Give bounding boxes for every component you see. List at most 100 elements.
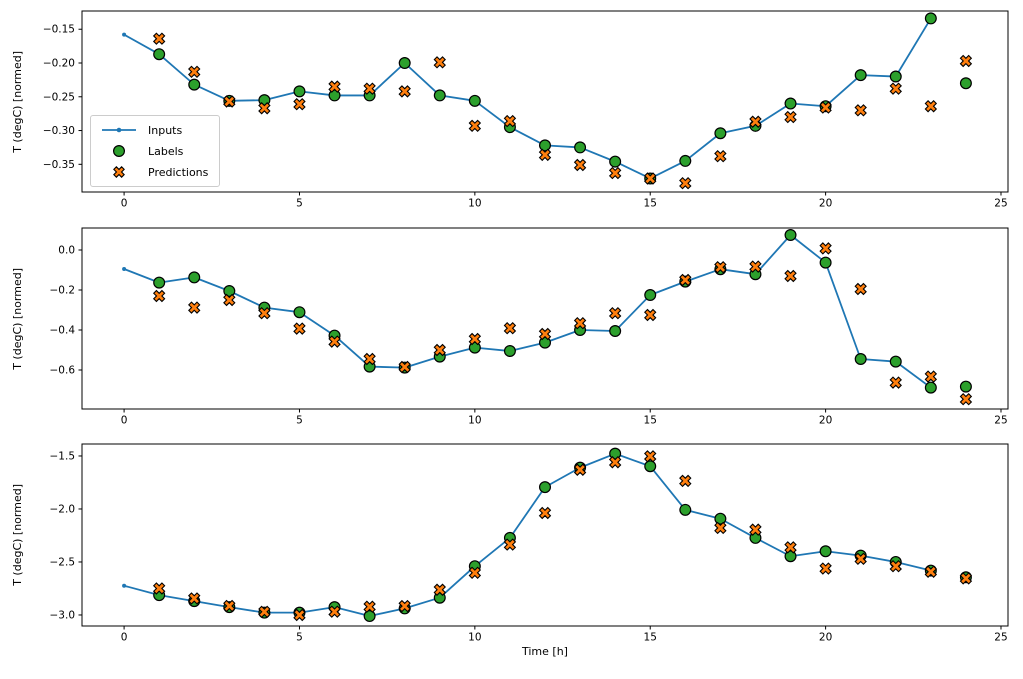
predictions-point bbox=[714, 149, 727, 163]
x-tick-label: 10 bbox=[468, 632, 481, 644]
line-dot-icon bbox=[102, 127, 136, 133]
labels-point bbox=[819, 545, 832, 558]
predictions-point bbox=[889, 82, 902, 95]
x-tick-label: 15 bbox=[644, 198, 657, 210]
labels-point bbox=[959, 380, 972, 393]
labels-point bbox=[924, 381, 937, 394]
predictions-point bbox=[959, 392, 973, 406]
predictions-point bbox=[538, 506, 552, 520]
labels-point bbox=[153, 276, 166, 289]
predictions-point bbox=[328, 335, 341, 348]
inputs-point bbox=[122, 583, 127, 588]
inputs-point bbox=[122, 267, 127, 271]
predictions-point bbox=[749, 523, 762, 536]
labels-point bbox=[153, 48, 166, 61]
predictions-point bbox=[188, 301, 201, 314]
y-tick-label: −2.0 bbox=[50, 503, 76, 515]
predictions-point bbox=[924, 100, 938, 113]
predictions-point bbox=[468, 566, 482, 580]
predictions-point bbox=[714, 260, 727, 274]
labels-point bbox=[433, 89, 446, 102]
subplot-1: 0 5 10 15 20 25 −0.15 −0.20 −0.25 −0.30 −0.35 bbox=[43, 10, 1009, 210]
legend-item-predictions: Predictions bbox=[99, 163, 208, 181]
predictions-point bbox=[152, 582, 166, 595]
predictions-point bbox=[608, 456, 622, 469]
predictions-point bbox=[433, 583, 446, 596]
predictions-point bbox=[924, 370, 938, 383]
labels-point bbox=[538, 139, 551, 152]
predictions-point bbox=[819, 101, 832, 114]
labels-point bbox=[644, 289, 657, 302]
predictions-point bbox=[293, 322, 306, 335]
labels-point bbox=[609, 325, 622, 338]
subplot-3: 0 5 10 15 20 25 −1.5 −2.0 −2.5 −3.0 bbox=[50, 443, 1009, 644]
y-axis-label-subplot-3: T (degC) [normed] bbox=[10, 484, 24, 586]
axes-frame bbox=[81, 227, 1009, 410]
labels-point bbox=[924, 12, 937, 25]
x-tick-label: 15 bbox=[644, 415, 657, 427]
predictions-point bbox=[538, 148, 552, 162]
labels-point bbox=[784, 550, 797, 563]
predictions-point bbox=[889, 376, 902, 389]
y-tick-label: −0.25 bbox=[43, 91, 75, 103]
labels-point bbox=[784, 229, 797, 242]
predictions-point bbox=[223, 95, 236, 108]
predictions-point bbox=[714, 521, 727, 535]
predictions-point bbox=[854, 104, 867, 117]
predictions-point bbox=[258, 605, 271, 619]
y-tick-label: −0.15 bbox=[43, 24, 75, 36]
labels-point bbox=[398, 57, 411, 70]
circle-icon bbox=[113, 144, 126, 158]
predictions-point bbox=[433, 343, 446, 357]
labels-point bbox=[538, 481, 551, 494]
predictions-point bbox=[188, 592, 201, 605]
predictions-point bbox=[889, 560, 902, 573]
inputs-point bbox=[122, 32, 127, 37]
y-tick-label: −0.30 bbox=[43, 125, 75, 137]
predictions-point bbox=[468, 119, 482, 133]
predictions-point bbox=[468, 332, 482, 346]
labels-point bbox=[889, 70, 902, 83]
predictions-point bbox=[644, 450, 657, 463]
x-tick-label: 15 bbox=[644, 632, 657, 644]
x-tick-label: 5 bbox=[296, 415, 303, 427]
predictions-point bbox=[644, 172, 657, 185]
y-tick-label: 0.0 bbox=[58, 245, 75, 257]
predictions-point bbox=[749, 260, 762, 273]
legend-label-predictions: Predictions bbox=[148, 165, 209, 179]
x-tick-label: 25 bbox=[994, 415, 1007, 427]
labels-point bbox=[188, 78, 201, 91]
predictions-point bbox=[152, 289, 166, 303]
x-tick-label: 10 bbox=[468, 415, 481, 427]
predictions-point bbox=[258, 102, 271, 115]
predictions-point bbox=[398, 360, 411, 374]
predictions-point bbox=[363, 82, 376, 95]
x-tick-label: 25 bbox=[994, 198, 1007, 210]
predictions-point bbox=[924, 565, 938, 578]
predictions-point bbox=[573, 158, 587, 172]
predictions-point bbox=[398, 599, 411, 613]
predictions-point bbox=[854, 552, 867, 566]
legend-label-labels: Labels bbox=[148, 144, 184, 158]
labels-point bbox=[819, 256, 832, 269]
legend: Inputs Labels Predictions bbox=[90, 115, 221, 187]
predictions-point bbox=[503, 321, 517, 335]
labels-point bbox=[644, 460, 657, 473]
labels-point bbox=[574, 141, 587, 154]
labels-point bbox=[714, 127, 727, 140]
predictions-point bbox=[959, 572, 973, 585]
subplot-2: 0 5 10 15 20 25 0.0 −0.2 −0.4 −0.6 bbox=[50, 227, 1009, 427]
inputs-line bbox=[123, 234, 932, 389]
predictions-point bbox=[293, 97, 306, 111]
predictions-point bbox=[784, 110, 797, 124]
predictions-point bbox=[328, 80, 341, 93]
predictions-point bbox=[573, 316, 587, 330]
predictions-point bbox=[959, 54, 973, 68]
labels-point bbox=[714, 512, 727, 525]
labels-point bbox=[679, 503, 692, 516]
labels-point bbox=[854, 353, 867, 366]
predictions-point bbox=[328, 605, 341, 618]
predictions-point bbox=[433, 56, 446, 69]
labels-point bbox=[889, 355, 902, 368]
